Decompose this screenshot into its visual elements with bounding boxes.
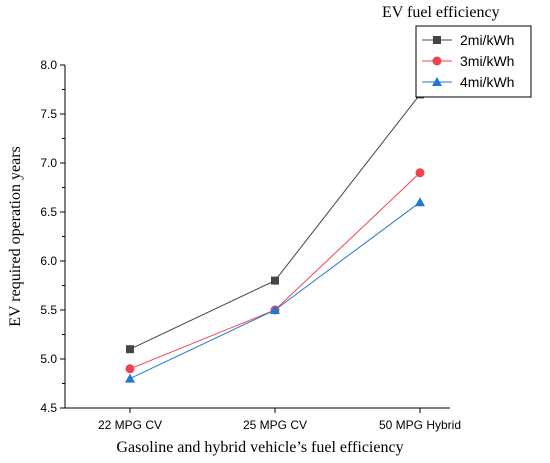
legend-marker [432,77,442,86]
x-axis-ticks: 22 MPG CV 25 MPG CV 50 MPG Hybrid [98,408,461,432]
legend-item: 3mi/kWh [422,53,514,69]
legend-label: 3mi/kWh [460,53,514,69]
y-tick-label: 8.0 [40,58,57,72]
data-point [125,373,135,383]
y-tick-label: 5.0 [40,352,57,366]
series-layer [125,90,425,383]
legend-item: 2mi/kWh [422,32,514,48]
series-2 [125,168,425,374]
y-tick-label: 6.0 [40,254,57,268]
legend-label: 2mi/kWh [460,32,514,48]
series-line [129,172,421,370]
x-tick-label: 25 MPG CV [243,418,307,432]
y-tick-label: 6.5 [40,205,57,219]
y-axis-title: EV required operation years [7,146,24,327]
data-point [271,276,279,285]
y-tick-label: 4.5 [40,401,57,415]
x-axis-title: Gasoline and hybrid vehicle’s fuel effic… [116,439,403,456]
series-3 [125,197,425,383]
legend: 2mi/kWh 3mi/kWh 4mi/kWh [415,25,532,98]
legend-label: 4mi/kWh [460,74,514,90]
legend-title: EV fuel efficiency [382,4,500,21]
y-tick-label: 7.0 [40,156,57,170]
data-point [415,168,425,178]
legend-marker [433,36,441,44]
data-point [270,305,280,314]
legend-marker [432,56,442,66]
data-point [415,197,425,207]
axes [64,65,450,409]
data-point [125,364,135,374]
y-tick-label: 5.5 [40,303,57,317]
x-tick-label: 22 MPG CV [98,418,162,432]
x-tick-label: 50 MPG Hybrid [379,418,461,432]
data-point [126,345,134,354]
y-tick-label: 7.5 [40,107,57,121]
series-line [129,201,421,380]
y-axis-ticks: 4.5 5.0 5.5 6.0 6.5 7.0 7.5 8.0 [40,58,65,415]
legend-item: 4mi/kWh [422,74,514,90]
